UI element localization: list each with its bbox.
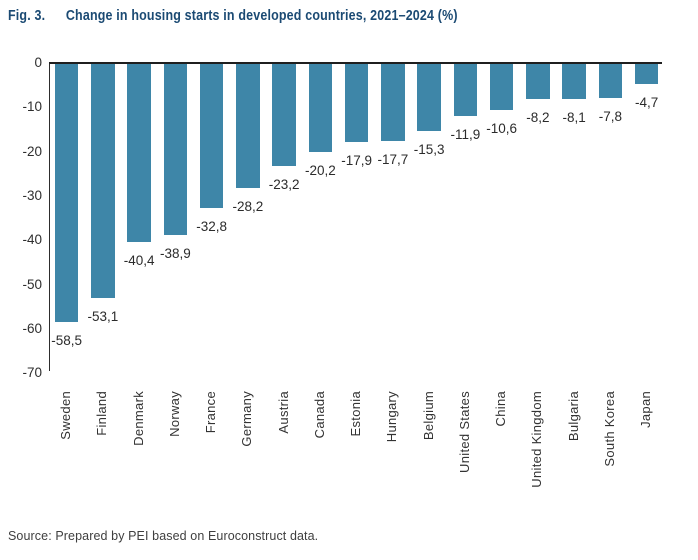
value-label: -10,6: [486, 120, 518, 136]
bar-united-states: [453, 63, 478, 116]
y-tick-label: -50: [22, 276, 42, 292]
category-label: Bulgaria: [565, 391, 581, 442]
value-label: -17,9: [341, 153, 373, 169]
category-label: Norway: [166, 391, 182, 437]
y-tick-label: -60: [22, 320, 42, 336]
bar-chart: 0 -10 -20 -30 -40 -50 -60 -70 -58,5 -53,1 -40,4 -3…: [22, 55, 662, 488]
bar-south-korea: [598, 63, 623, 98]
category-label: Hungary: [384, 391, 400, 443]
value-label: -8,1: [562, 109, 586, 125]
bar-japan: [634, 63, 659, 84]
category-label: Germany: [239, 391, 255, 447]
value-label: -40,4: [123, 252, 155, 268]
category-label: Austria: [275, 391, 291, 434]
bar-germany: [236, 63, 260, 188]
category-label: United States: [456, 391, 472, 473]
bar-norway: [163, 63, 188, 236]
value-label: -28,2: [232, 198, 264, 214]
y-axis-line: [49, 62, 51, 371]
value-label: -23,2: [268, 176, 300, 192]
category-label: Estonia: [348, 391, 364, 437]
bar-finland: [91, 63, 115, 299]
value-label: -53,1: [87, 309, 119, 325]
figure-title-text: Change in housing starts in developed co…: [65, 8, 458, 24]
figure-number-label: Fig. 3.: [8, 8, 46, 24]
value-label: -7,8: [598, 108, 623, 124]
category-label: Denmark: [130, 391, 146, 446]
value-label: -15,3: [413, 141, 445, 157]
bar-china: [489, 63, 514, 110]
zero-baseline: [49, 62, 662, 64]
bar-united-kingdom: [526, 63, 550, 100]
bar-belgium: [417, 63, 441, 131]
bar-france: [199, 63, 224, 209]
value-label: -8,2: [526, 110, 550, 126]
bar-hungary: [381, 63, 405, 142]
category-label: United Kingdom: [529, 391, 545, 488]
y-tick-label: -20: [22, 143, 42, 159]
category-label: Canada: [311, 391, 327, 439]
category-label: Japan: [638, 391, 654, 428]
category-label: China: [493, 391, 509, 427]
category-label: France: [203, 391, 219, 434]
category-label: Finland: [94, 391, 110, 436]
source-note: Source: Prepared by PEI based on Eurocon…: [8, 529, 319, 543]
bar-sweden: [54, 63, 79, 323]
value-label: -58,5: [51, 333, 83, 349]
category-label: Belgium: [420, 391, 436, 441]
y-tick-label: -30: [22, 187, 42, 203]
bar-austria: [272, 63, 296, 166]
bar-estonia: [344, 63, 369, 143]
bar-canada: [308, 63, 333, 153]
y-tick-label: -40: [22, 232, 42, 248]
category-label: Sweden: [58, 391, 74, 440]
y-tick-label: 0: [34, 55, 42, 70]
bar-bulgaria: [562, 63, 586, 99]
value-label: -32,8: [196, 219, 228, 235]
category-label: South Korea: [601, 391, 617, 467]
bar-denmark: [127, 63, 151, 242]
value-label: -38,9: [160, 246, 191, 262]
value-label: -11,9: [450, 126, 481, 142]
y-tick-label: -10: [22, 99, 42, 115]
value-label: -20,2: [305, 163, 336, 179]
figure-title: Fig. 3. Change in housing starts in devel…: [8, 8, 458, 24]
value-label: -17,7: [377, 152, 409, 168]
value-label: -4,7: [635, 94, 659, 110]
y-tick-label: -70: [22, 365, 42, 381]
